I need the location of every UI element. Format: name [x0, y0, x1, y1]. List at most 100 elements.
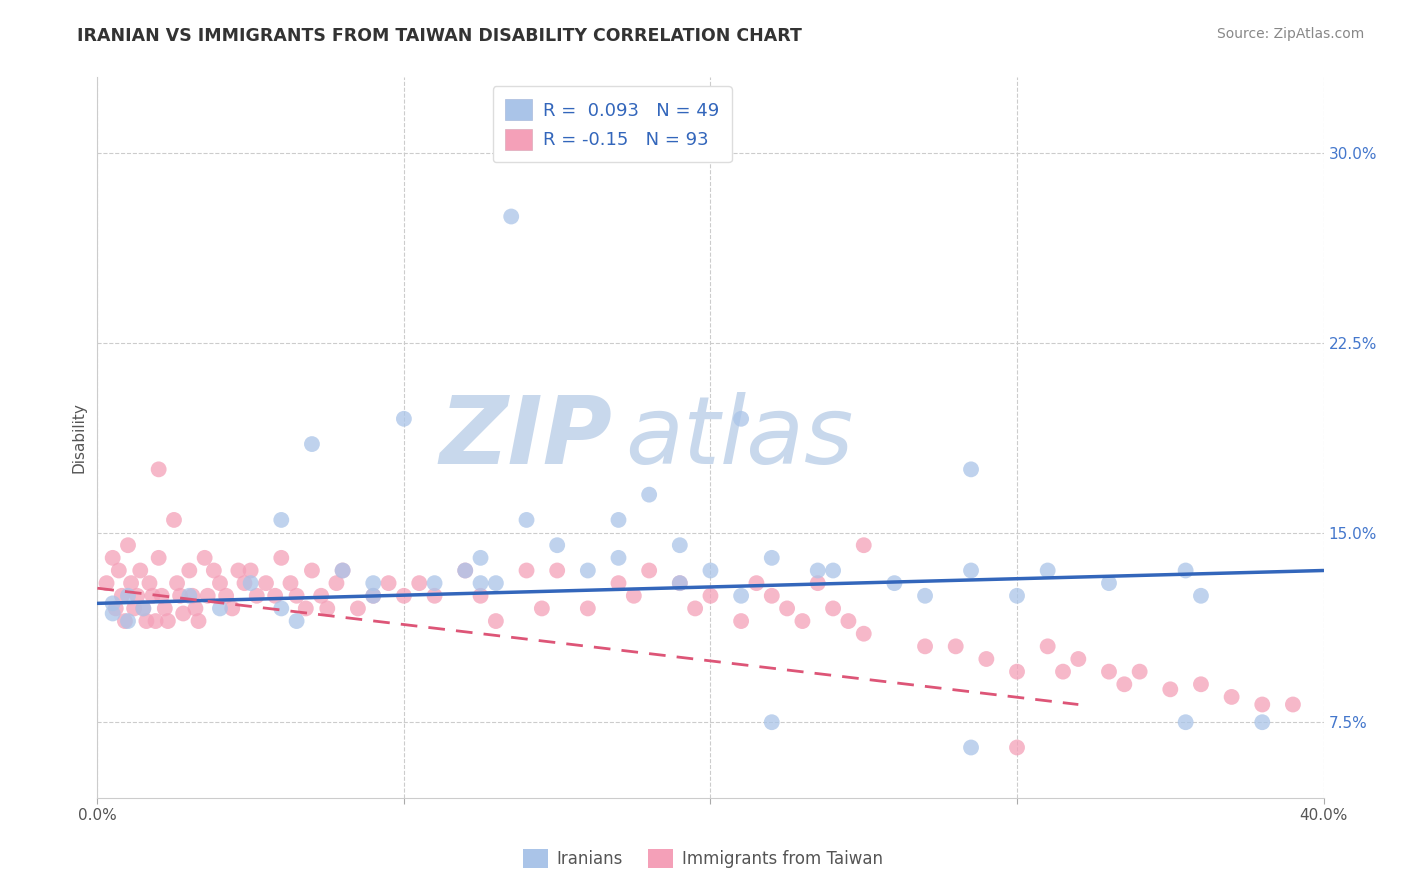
Point — [135, 614, 157, 628]
Point — [960, 564, 983, 578]
Point — [347, 601, 370, 615]
Point — [233, 576, 256, 591]
Point — [361, 589, 384, 603]
Point — [127, 589, 149, 603]
Point — [1114, 677, 1136, 691]
Point — [761, 589, 783, 603]
Point — [295, 601, 318, 615]
Point — [914, 589, 936, 603]
Point — [377, 576, 399, 591]
Text: Source: ZipAtlas.com: Source: ZipAtlas.com — [1216, 27, 1364, 41]
Point — [138, 576, 160, 591]
Point — [1005, 665, 1028, 679]
Point — [332, 564, 354, 578]
Point — [208, 576, 231, 591]
Point — [270, 550, 292, 565]
Point — [239, 564, 262, 578]
Point — [807, 564, 830, 578]
Point — [1036, 640, 1059, 654]
Point — [454, 564, 477, 578]
Point — [501, 210, 523, 224]
Point — [187, 614, 209, 628]
Point — [120, 576, 142, 591]
Point — [1036, 564, 1059, 578]
Point — [960, 462, 983, 476]
Point — [101, 596, 124, 610]
Point — [111, 589, 134, 603]
Point — [761, 550, 783, 565]
Point — [285, 614, 308, 628]
Point — [153, 601, 176, 615]
Point — [285, 589, 308, 603]
Point — [699, 564, 721, 578]
Point — [776, 601, 799, 615]
Point — [546, 564, 568, 578]
Point — [823, 601, 845, 615]
Point — [408, 576, 430, 591]
Point — [197, 589, 219, 603]
Point — [179, 564, 201, 578]
Point — [96, 576, 118, 591]
Point — [108, 564, 131, 578]
Text: ZIP: ZIP — [440, 392, 613, 483]
Point — [852, 538, 875, 552]
Point — [852, 626, 875, 640]
Point — [1067, 652, 1090, 666]
Point — [837, 614, 859, 628]
Point — [148, 462, 170, 476]
Point — [792, 614, 814, 628]
Text: atlas: atlas — [624, 392, 853, 483]
Text: IRANIAN VS IMMIGRANTS FROM TAIWAN DISABILITY CORRELATION CHART: IRANIAN VS IMMIGRANTS FROM TAIWAN DISABI… — [77, 27, 803, 45]
Point — [1005, 740, 1028, 755]
Point — [101, 607, 124, 621]
Point — [730, 411, 752, 425]
Point — [761, 715, 783, 730]
Point — [316, 601, 339, 615]
Point — [270, 513, 292, 527]
Point — [485, 576, 508, 591]
Point — [169, 589, 191, 603]
Point — [301, 437, 323, 451]
Point — [246, 589, 269, 603]
Point — [730, 589, 752, 603]
Point — [132, 601, 155, 615]
Point — [730, 614, 752, 628]
Point — [1189, 677, 1212, 691]
Point — [485, 614, 508, 628]
Point — [181, 589, 204, 603]
Point — [141, 589, 163, 603]
Point — [914, 640, 936, 654]
Point — [823, 564, 845, 578]
Point — [270, 601, 292, 615]
Point — [1189, 589, 1212, 603]
Point — [392, 411, 415, 425]
Point — [239, 576, 262, 591]
Point — [117, 614, 139, 628]
Point — [332, 564, 354, 578]
Point — [807, 576, 830, 591]
Point — [745, 576, 768, 591]
Point — [129, 564, 152, 578]
Point — [960, 740, 983, 755]
Point — [156, 614, 179, 628]
Point — [114, 614, 136, 628]
Point — [699, 589, 721, 603]
Point — [945, 640, 967, 654]
Point — [607, 550, 630, 565]
Point — [202, 564, 225, 578]
Point — [148, 550, 170, 565]
Point — [215, 589, 238, 603]
Point — [623, 589, 645, 603]
Point — [423, 576, 446, 591]
Legend: Iranians, Immigrants from Taiwan: Iranians, Immigrants from Taiwan — [517, 842, 889, 875]
Point — [607, 513, 630, 527]
Point — [104, 601, 127, 615]
Point — [122, 601, 145, 615]
Point — [264, 589, 287, 603]
Point — [101, 550, 124, 565]
Point — [1005, 589, 1028, 603]
Point — [1251, 698, 1274, 712]
Point — [254, 576, 277, 591]
Point — [1282, 698, 1305, 712]
Point — [184, 601, 207, 615]
